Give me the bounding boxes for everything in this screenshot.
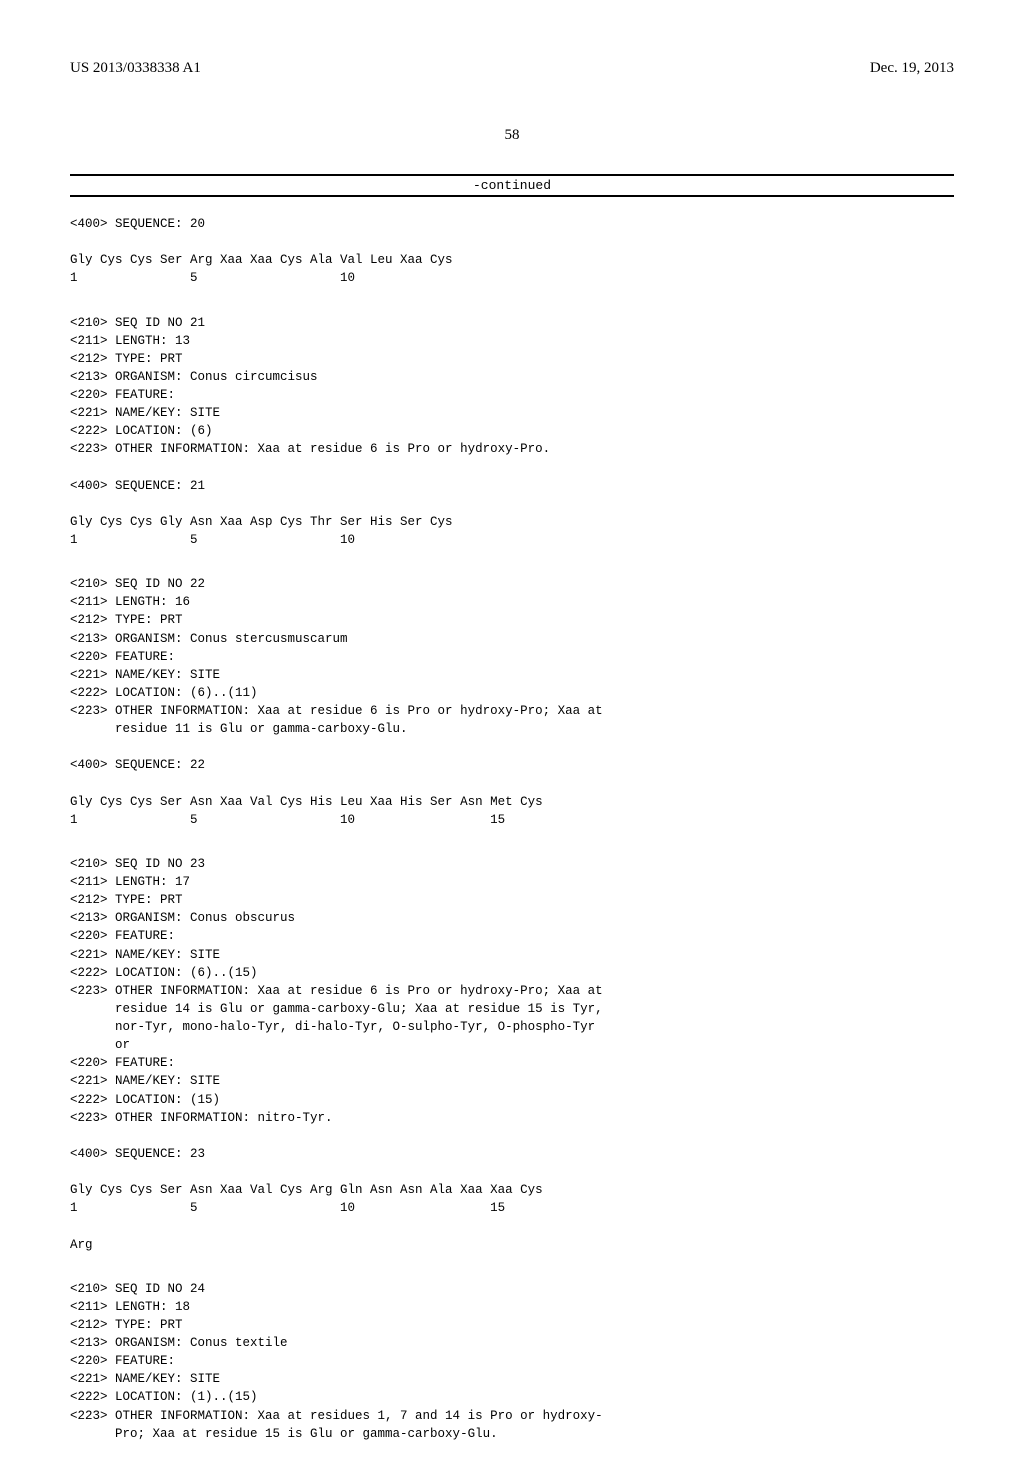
block-spacer	[70, 549, 954, 575]
publication-number: US 2013/0338338 A1	[70, 60, 201, 77]
page-header: US 2013/0338338 A1 Dec. 19, 2013	[70, 60, 954, 77]
block-spacer	[70, 829, 954, 855]
block-spacer	[70, 288, 954, 314]
sequence-listing: <400> SEQUENCE: 20 Gly Cys Cys Ser Arg X…	[70, 215, 954, 1443]
sequence-block: <210> SEQ ID NO 22 <211> LENGTH: 16 <212…	[70, 575, 954, 829]
page-container: US 2013/0338338 A1 Dec. 19, 2013 58 -con…	[0, 0, 1024, 1483]
sequence-block: <210> SEQ ID NO 24 <211> LENGTH: 18 <212…	[70, 1280, 954, 1443]
continued-label: -continued	[70, 176, 954, 195]
sequence-block: <400> SEQUENCE: 20 Gly Cys Cys Ser Arg X…	[70, 215, 954, 288]
continued-rule: -continued	[70, 174, 954, 197]
publication-date: Dec. 19, 2013	[870, 60, 954, 77]
block-spacer	[70, 1254, 954, 1280]
sequence-block: <210> SEQ ID NO 23 <211> LENGTH: 17 <212…	[70, 855, 954, 1254]
page-number: 58	[70, 127, 954, 144]
sequence-block: <210> SEQ ID NO 21 <211> LENGTH: 13 <212…	[70, 314, 954, 550]
